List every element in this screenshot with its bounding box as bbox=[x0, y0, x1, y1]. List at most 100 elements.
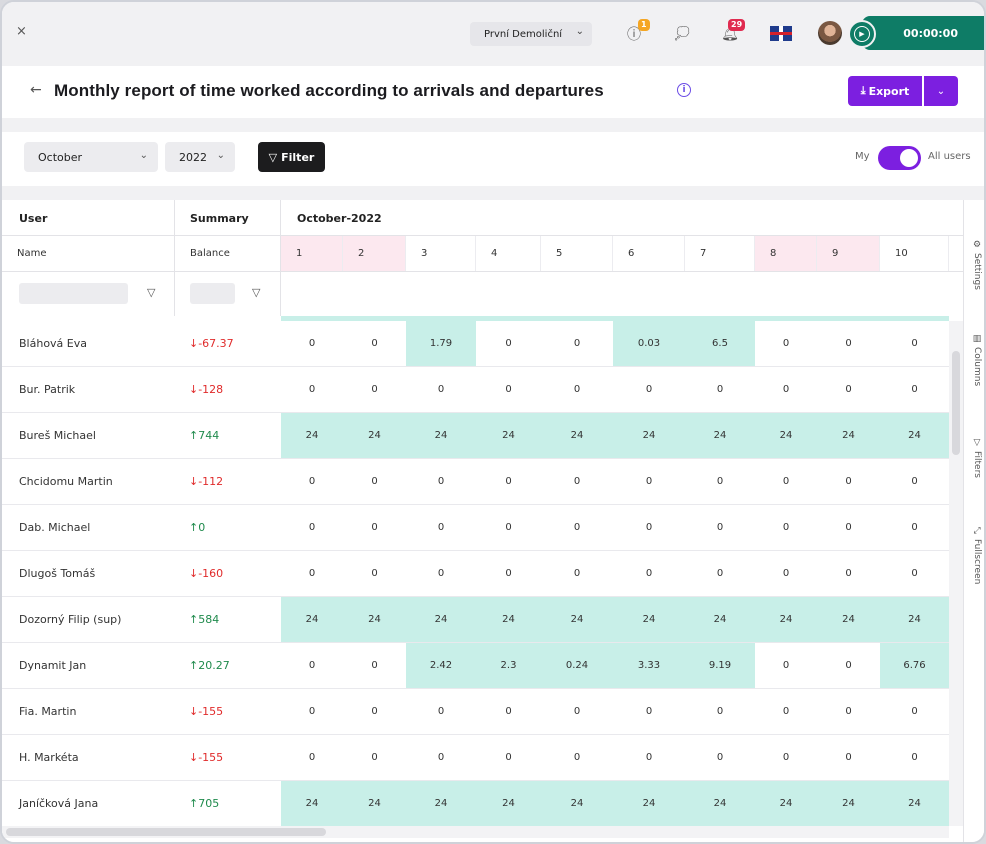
table-row[interactable]: H. Markéta ↓-155 0 0 0 0 0 0 0 0 0 0 bbox=[2, 735, 949, 781]
day-header-4[interactable]: 4 bbox=[476, 236, 541, 271]
day-header-2[interactable]: 2 bbox=[343, 236, 406, 271]
day-cell[interactable]: 24 bbox=[613, 413, 685, 458]
table-row[interactable]: Bláhová Eva ↓-67.37 0 0 1.79 0 0 0.03 6.5 0 0 0 bbox=[2, 321, 949, 367]
day-cell[interactable]: 6.5 bbox=[685, 321, 755, 366]
day-cell[interactable]: 24 bbox=[541, 597, 613, 642]
day-cell[interactable]: 0 bbox=[371, 522, 378, 533]
balance-filter-input[interactable] bbox=[190, 283, 235, 304]
day-cell[interactable]: 0 bbox=[371, 476, 378, 487]
day-cell[interactable]: 0 bbox=[911, 706, 918, 717]
day-cell[interactable]: 0 bbox=[782, 476, 790, 487]
day-cell[interactable]: 24 bbox=[406, 597, 476, 642]
month-select[interactable]: October ⌄ bbox=[24, 142, 158, 172]
day-cell[interactable]: 0 bbox=[371, 384, 378, 395]
table-row[interactable]: Bur. Patrik ↓-128 0 0 0 0 0 0 0 0 0 0 bbox=[2, 367, 949, 413]
scroll-thumb[interactable] bbox=[6, 828, 326, 836]
day-cell[interactable]: 9.19 bbox=[685, 643, 755, 688]
table-row[interactable]: Fia. Martin ↓-155 0 0 0 0 0 0 0 0 0 0 bbox=[2, 689, 949, 735]
day-cell[interactable]: 0 bbox=[505, 522, 512, 533]
day-header-1[interactable]: 1 bbox=[281, 236, 343, 271]
day-cell[interactable]: 0 bbox=[845, 660, 852, 671]
bell-icon[interactable]: 🔔︎ 29 bbox=[718, 19, 746, 46]
horizontal-scrollbar[interactable] bbox=[2, 826, 949, 838]
day-cell[interactable]: 24 bbox=[817, 597, 880, 642]
close-icon[interactable]: × bbox=[16, 24, 27, 39]
day-cell[interactable]: 24 bbox=[406, 781, 476, 826]
day-cell[interactable]: 0 bbox=[782, 384, 790, 395]
day-cell[interactable]: 0 bbox=[845, 476, 852, 487]
day-cell[interactable]: 24 bbox=[406, 413, 476, 458]
day-cell[interactable]: 2.3 bbox=[476, 643, 541, 688]
day-cell[interactable]: 24 bbox=[755, 413, 817, 458]
day-cell[interactable]: 0 bbox=[911, 476, 918, 487]
day-cell[interactable]: 0 bbox=[716, 706, 724, 717]
day-cell[interactable]: 24 bbox=[343, 413, 406, 458]
day-cell[interactable]: 0 bbox=[782, 660, 790, 671]
col-balance-header[interactable]: Balance bbox=[190, 248, 230, 259]
day-cell[interactable]: 24 bbox=[613, 597, 685, 642]
day-cell[interactable]: 24 bbox=[755, 781, 817, 826]
day-cell[interactable]: 0 bbox=[308, 522, 316, 533]
day-header-6[interactable]: 6 bbox=[613, 236, 685, 271]
day-cell[interactable]: 0 bbox=[371, 752, 378, 763]
filter-icon[interactable]: ▽ bbox=[252, 286, 261, 299]
day-cell[interactable]: 24 bbox=[613, 781, 685, 826]
day-cell[interactable]: 0 bbox=[437, 706, 445, 717]
users-toggle[interactable] bbox=[878, 146, 921, 170]
day-cell[interactable]: 0 bbox=[505, 476, 512, 487]
day-cell[interactable]: 0 bbox=[505, 338, 512, 349]
day-cell[interactable]: 0 bbox=[437, 384, 445, 395]
avatar[interactable] bbox=[818, 21, 842, 45]
filter-button[interactable]: ▽ Filter bbox=[258, 142, 325, 172]
day-cell[interactable]: 0 bbox=[845, 752, 852, 763]
day-cell[interactable]: 3.33 bbox=[613, 643, 685, 688]
day-cell[interactable]: 0 bbox=[645, 476, 653, 487]
day-cell[interactable]: 0 bbox=[845, 384, 852, 395]
day-header-7[interactable]: 7 bbox=[685, 236, 755, 271]
day-cell[interactable]: 0 bbox=[911, 752, 918, 763]
day-cell[interactable]: 0 bbox=[645, 752, 653, 763]
export-dropdown-button[interactable]: ⌄ bbox=[924, 76, 958, 106]
info-icon[interactable]: i bbox=[677, 83, 691, 97]
day-cell[interactable]: 0 bbox=[308, 752, 316, 763]
day-cell[interactable]: 24 bbox=[476, 597, 541, 642]
chat-icon[interactable]: 💭︎ bbox=[673, 26, 691, 42]
table-row[interactable]: Janíčková Jana ↑705 24 24 24 24 24 24 24 24 24 24 bbox=[2, 781, 949, 827]
day-cell[interactable]: 0 bbox=[573, 568, 581, 579]
day-cell[interactable]: 0 bbox=[505, 752, 512, 763]
day-cell[interactable]: 0 bbox=[911, 568, 918, 579]
day-cell[interactable]: 0 bbox=[716, 384, 724, 395]
day-cell[interactable]: 24 bbox=[343, 781, 406, 826]
table-row[interactable]: Bureš Michael ↑744 24 24 24 24 24 24 24 24 24 24 bbox=[2, 413, 949, 459]
day-cell[interactable]: 0 bbox=[437, 522, 445, 533]
day-header-9[interactable]: 9 bbox=[817, 236, 880, 271]
day-cell[interactable]: 0 bbox=[573, 476, 581, 487]
day-cell[interactable]: 0 bbox=[845, 568, 852, 579]
table-row[interactable]: Dlugoš Tomáš ↓-160 0 0 0 0 0 0 0 0 0 0 bbox=[2, 551, 949, 597]
day-cell[interactable]: 24 bbox=[685, 413, 755, 458]
day-cell[interactable]: 0 bbox=[845, 706, 852, 717]
uk-flag-icon[interactable] bbox=[770, 26, 792, 41]
day-cell[interactable]: 0 bbox=[505, 384, 512, 395]
day-cell[interactable]: 0 bbox=[308, 568, 316, 579]
day-cell[interactable]: 24 bbox=[281, 781, 343, 826]
day-cell[interactable]: 6.76 bbox=[880, 643, 949, 688]
day-cell[interactable]: 0.03 bbox=[613, 321, 685, 366]
day-cell[interactable]: 0 bbox=[645, 706, 653, 717]
year-select[interactable]: 2022 ⌄ bbox=[165, 142, 235, 172]
day-cell[interactable]: 0 bbox=[911, 384, 918, 395]
day-header-5[interactable]: 5 bbox=[541, 236, 613, 271]
day-cell[interactable]: 24 bbox=[476, 413, 541, 458]
day-cell[interactable]: 0 bbox=[782, 568, 790, 579]
vertical-scrollbar[interactable] bbox=[949, 321, 963, 826]
company-selector[interactable]: První Demoliční ⌄ bbox=[470, 22, 592, 46]
day-cell[interactable]: 24 bbox=[541, 781, 613, 826]
scroll-thumb[interactable] bbox=[952, 351, 960, 455]
day-cell[interactable]: 24 bbox=[281, 413, 343, 458]
day-cell[interactable]: 0 bbox=[911, 522, 918, 533]
export-button[interactable]: ⤓ Export bbox=[848, 76, 922, 106]
filter-icon[interactable]: ▽ bbox=[147, 286, 156, 299]
table-row[interactable]: Chcidomu Martin ↓-112 0 0 0 0 0 0 0 0 0 0 bbox=[2, 459, 949, 505]
day-cell[interactable]: 0 bbox=[308, 476, 316, 487]
col-name-header[interactable]: Name bbox=[17, 248, 47, 259]
